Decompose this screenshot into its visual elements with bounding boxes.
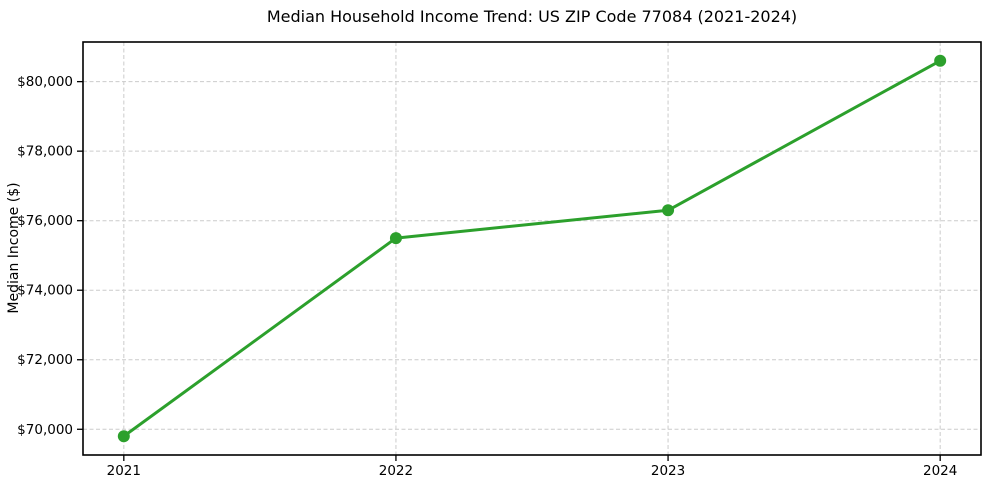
- data-point-marker: [389, 232, 402, 245]
- x-tick-label: 2024: [923, 463, 957, 479]
- data-point-marker: [934, 54, 947, 67]
- y-tick-label: $80,000: [17, 74, 73, 90]
- y-tick-label: $72,000: [17, 352, 73, 368]
- y-axis-label: Median Income ($): [6, 182, 22, 314]
- data-point-marker: [117, 430, 130, 443]
- y-tick-label: $70,000: [17, 422, 73, 438]
- trend-line: [122, 59, 942, 438]
- x-tick-label: 2022: [379, 463, 413, 479]
- y-tick-label: $78,000: [17, 144, 73, 160]
- y-tick-label: $76,000: [17, 213, 73, 229]
- y-tick-label: $74,000: [17, 283, 73, 299]
- data-point-marker: [662, 204, 675, 217]
- x-tick-label: 2023: [651, 463, 685, 479]
- x-tick-label: 2021: [107, 463, 141, 479]
- chart-title: Median Household Income Trend: US ZIP Co…: [266, 7, 798, 26]
- plot-border: [82, 41, 982, 456]
